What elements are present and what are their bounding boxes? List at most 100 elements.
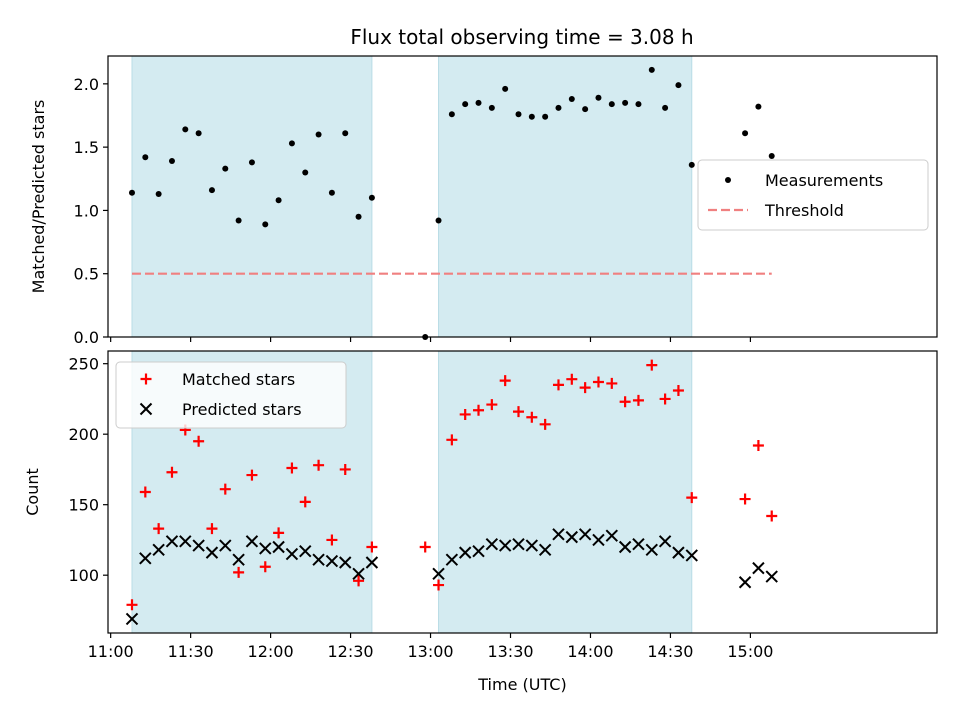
predicted-stars-point — [192, 539, 205, 552]
matched-stars-point — [486, 399, 498, 411]
x-tick-label: 14:30 — [647, 642, 693, 661]
matched-stars-point — [566, 373, 578, 385]
matched-stars-point — [326, 534, 338, 546]
predicted-stars-point — [339, 556, 352, 569]
measurement-point — [475, 99, 482, 106]
matched-stars-point — [193, 435, 205, 447]
y-axis-label: Matched/Predicted stars — [29, 100, 48, 294]
predicted-stars-point — [472, 545, 485, 558]
measurement-point — [595, 94, 602, 101]
matched-stars-point — [219, 483, 231, 495]
matched-stars-point — [473, 404, 485, 416]
legend-label-threshold: Threshold — [764, 201, 844, 220]
measurement-point — [355, 213, 362, 220]
matched-stars-point — [299, 496, 311, 508]
predicted-stars-point — [552, 528, 565, 541]
matched-stars-point — [752, 439, 764, 451]
measurement-point — [128, 189, 135, 196]
y-tick-label: 0.0 — [74, 328, 99, 347]
x-axis-label: Time (UTC) — [477, 675, 566, 694]
matched-stars-point — [513, 406, 525, 418]
legend-box — [115, 361, 347, 429]
x-tick-label: 12:30 — [328, 642, 374, 661]
measurement-point — [288, 140, 295, 147]
measurement-point — [515, 111, 522, 118]
measurement-point — [662, 104, 669, 111]
axes-frame — [107, 55, 938, 338]
measurement-point — [488, 104, 495, 111]
measurement-point — [675, 82, 682, 89]
measurement-point — [462, 101, 469, 108]
predicted-stars-point — [285, 547, 299, 561]
matched-stars-point — [353, 575, 365, 587]
legend-marker-measurements — [725, 177, 731, 183]
predicted-stars-point — [738, 576, 752, 589]
measurement-point — [528, 113, 535, 120]
matched-stars-point — [166, 466, 178, 478]
matched-stars-point — [646, 359, 658, 371]
legend-label-predicted: Predicted stars — [182, 400, 302, 419]
measurement-point — [262, 221, 269, 228]
x-tick-label: 13:30 — [487, 642, 533, 661]
matched-stars-point — [526, 411, 538, 423]
predicted-stars-point — [485, 537, 499, 551]
matched-stars-point — [539, 418, 551, 430]
y-tick-label: 0.5 — [74, 265, 99, 284]
measurement-point — [248, 159, 255, 166]
legend: Matched stars Predicted stars — [115, 361, 347, 429]
measurement-point — [688, 161, 695, 168]
measurement-point — [448, 111, 455, 118]
matched-stars-point — [659, 393, 671, 405]
predicted-stars-point — [512, 537, 525, 551]
predicted-stars-point — [752, 561, 765, 575]
measurement-point — [635, 101, 642, 108]
measurement-point — [368, 194, 375, 201]
shaded-region — [438, 350, 693, 634]
matched-stars-point — [552, 379, 564, 391]
axes-frame — [107, 350, 938, 634]
x-tick-label: 15:00 — [727, 642, 773, 661]
matched-stars-point — [592, 376, 604, 388]
x-tick-label: 12:00 — [248, 642, 294, 661]
shaded-region — [438, 55, 693, 338]
y-tick-label: 1.5 — [74, 138, 99, 157]
predicted-stars-point — [139, 552, 152, 565]
matched-stars-point — [446, 434, 458, 446]
predicted-stars-point — [538, 543, 552, 557]
matched-stars-point — [206, 523, 218, 535]
predicted-stars-point — [365, 556, 379, 569]
measurement-point — [168, 158, 175, 165]
predicted-stars-point — [299, 545, 312, 558]
measurement-point — [582, 106, 589, 113]
matched-stars-point — [579, 382, 591, 394]
matched-stars-point — [419, 541, 431, 553]
predicted-stars-point — [565, 530, 579, 544]
predicted-stars-point — [152, 543, 165, 557]
predicted-stars-point — [232, 553, 245, 566]
matched-stars-point — [606, 377, 618, 389]
figure-title: Flux total observing time = 3.08 h — [350, 25, 693, 49]
shaded-region — [131, 55, 373, 338]
predicted-stars-point — [179, 535, 192, 548]
matched-stars-point — [286, 462, 298, 474]
matched-stars-point — [739, 493, 751, 505]
predicted-stars-point — [765, 570, 778, 583]
predicted-stars-point — [592, 533, 605, 547]
predicted-stars-point — [525, 539, 539, 552]
measurement-point — [542, 113, 549, 120]
predicted-stars-point — [205, 546, 219, 559]
predicted-stars-point — [445, 553, 459, 566]
matched-stars-point — [366, 541, 378, 553]
x-tick-label: 14:00 — [567, 642, 613, 661]
legend: Measurements Threshold — [697, 159, 929, 231]
predicted-stars-point — [272, 540, 285, 554]
matched-stars-point — [672, 384, 684, 396]
measurement-point — [155, 190, 162, 197]
measurement-point — [275, 197, 282, 204]
predicted-stars-point — [352, 567, 365, 580]
matched-stars-point — [139, 486, 151, 498]
legend-label-matched: Matched stars — [182, 370, 295, 389]
y-tick-label: 250 — [68, 355, 99, 374]
legend-marker-matched — [140, 373, 152, 385]
